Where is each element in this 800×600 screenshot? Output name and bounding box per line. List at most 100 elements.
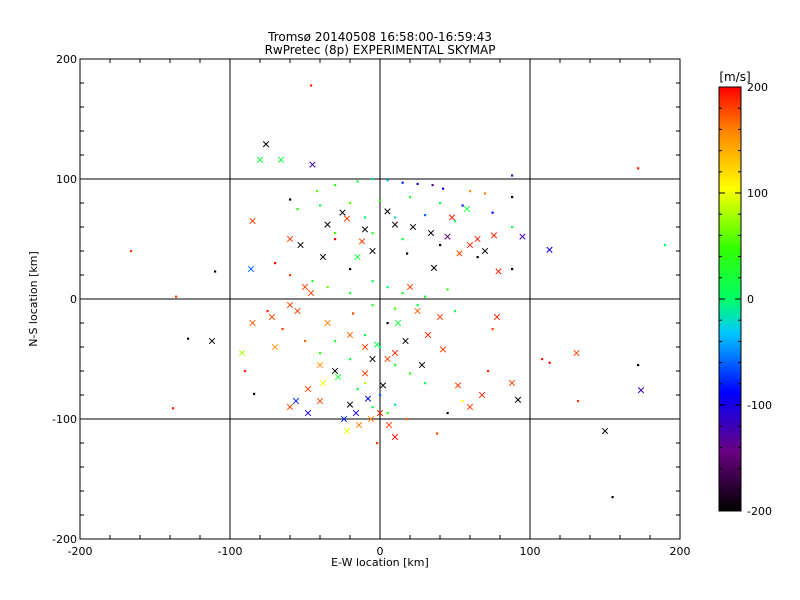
colorbar-label: [m/s] (719, 70, 750, 84)
cross-point (436, 313, 444, 321)
dot-point (334, 232, 337, 235)
dot-point (172, 407, 175, 410)
dot-point (371, 178, 374, 181)
dot-point (296, 208, 299, 211)
cross-point (384, 355, 391, 363)
dot-point (442, 187, 445, 190)
dot-point (454, 310, 457, 313)
y-tick-label: 200 (56, 53, 77, 66)
dot-point (266, 310, 269, 313)
cross-point (238, 349, 246, 357)
cross-point (601, 427, 609, 435)
cross-point (373, 341, 381, 348)
cross-point (358, 238, 366, 245)
dot-point (386, 412, 389, 415)
colorbar-tick-label: -200 (747, 505, 772, 518)
y-axis-label: N-S location [km] (27, 251, 40, 347)
cross-point (478, 391, 486, 399)
cross-point (391, 433, 399, 441)
dot-point (406, 252, 409, 255)
cross-point (637, 387, 645, 394)
cross-point (352, 409, 360, 417)
cross-point (394, 319, 402, 327)
dot-point (487, 370, 490, 373)
cross-point (474, 235, 481, 243)
data-points (130, 84, 667, 499)
dot-point (386, 286, 389, 289)
grid-lines (80, 59, 680, 539)
dot-point (356, 388, 359, 391)
dot-point (439, 202, 442, 205)
cross-point (508, 379, 516, 387)
dot-point (469, 190, 472, 193)
dot-point (214, 270, 217, 273)
dot-point (637, 167, 640, 170)
dot-point (349, 292, 352, 295)
dot-point (289, 274, 292, 277)
dot-point (349, 358, 352, 361)
dot-point (316, 190, 319, 193)
cross-point (402, 337, 409, 345)
dot-point (548, 361, 551, 364)
cross-point (304, 409, 312, 417)
x-tick-label: -200 (68, 545, 93, 558)
dot-point (406, 418, 409, 421)
dot-point (371, 304, 374, 307)
cross-point (454, 382, 462, 389)
cross-point (355, 421, 363, 429)
dot-point (436, 432, 439, 435)
dot-point (319, 204, 322, 207)
dot-point (326, 286, 329, 289)
cross-point (319, 379, 327, 387)
dot-point (349, 268, 352, 271)
dot-point (476, 256, 479, 259)
cross-point (424, 331, 432, 339)
cross-point (391, 349, 399, 357)
cross-point (292, 397, 300, 405)
dot-point (379, 346, 382, 349)
dot-point (334, 184, 337, 187)
cross-point (307, 289, 315, 297)
dot-point (187, 337, 190, 340)
dot-point (424, 214, 427, 217)
cross-point (249, 217, 256, 225)
dot-point (541, 358, 544, 361)
dot-point (664, 244, 667, 247)
dot-point (289, 198, 292, 201)
cross-point (319, 253, 327, 261)
cross-point (324, 221, 331, 228)
cross-point (309, 161, 316, 168)
colorbar-tick-label: 200 (747, 81, 768, 94)
dot-point (253, 392, 256, 395)
dot-point (130, 250, 133, 253)
cross-point (249, 319, 256, 327)
cross-point (414, 307, 421, 315)
dot-point (446, 288, 449, 291)
cross-point (427, 229, 435, 237)
cross-point (316, 397, 324, 405)
cross-point (546, 246, 553, 253)
dot-point (379, 394, 382, 397)
dot-point (484, 192, 487, 195)
cross-point (364, 395, 372, 402)
cross-point (297, 241, 304, 249)
x-tick-label: 200 (670, 545, 691, 558)
cross-point (361, 343, 369, 351)
y-tick-label: 100 (56, 173, 77, 186)
cross-point (406, 283, 414, 291)
dot-point (416, 304, 419, 307)
cross-point (339, 209, 346, 216)
cross-point (514, 396, 522, 403)
dot-point (274, 262, 277, 265)
dot-point (352, 312, 355, 315)
x-axis-label: E-W location [km] (331, 556, 429, 569)
cross-point (379, 382, 387, 389)
dot-point (439, 244, 442, 247)
dot-point (416, 182, 419, 185)
dot-point (334, 238, 337, 241)
cross-point (463, 205, 471, 213)
cross-point (367, 415, 375, 423)
cross-point (444, 233, 451, 240)
y-tick-label: -100 (52, 413, 77, 426)
